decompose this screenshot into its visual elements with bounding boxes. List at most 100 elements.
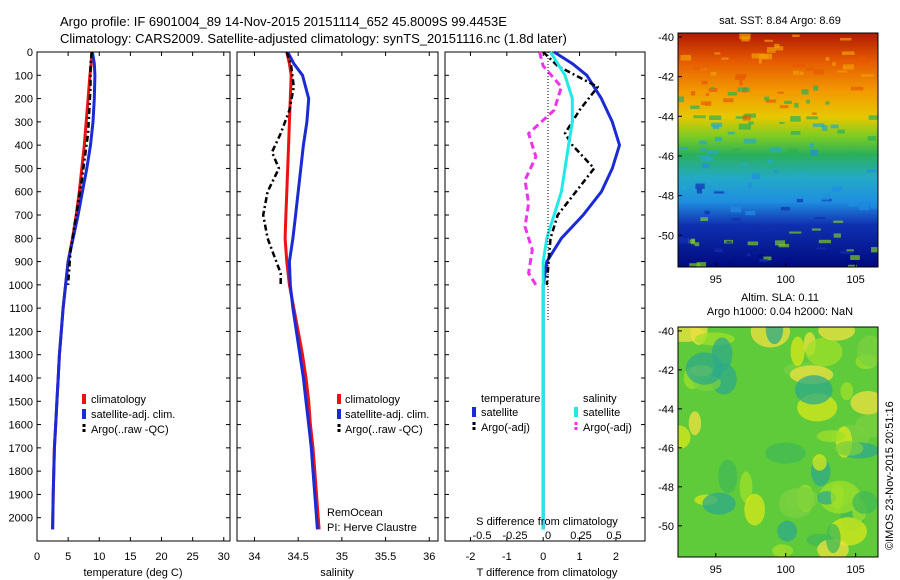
y-tick-label: 1600 [9,420,33,432]
y-tick-label: 1400 [9,373,33,385]
series-line [66,51,94,285]
sla-map-subtitle: Argo h1000: 0.04 h2000: NaN [707,306,853,318]
legend-swatch-climatology [337,394,341,404]
y-tick-label: 400 [15,140,33,152]
series-line [286,51,319,530]
map-y-tick-label: -44 [658,111,674,123]
x-tick-label: 0 [34,551,40,563]
y-tick-label: 900 [15,257,33,269]
y-tick-label: 600 [15,187,33,199]
map-x-tick-label: 95 [710,274,722,286]
top-tick-label: -0.25 [502,530,527,542]
sst-map-frame [677,32,879,268]
y-tick-label: 1700 [9,443,33,455]
sla-map-ticks: 95 100 105 -40 -42 -44 -46 -48 -50 [658,326,865,576]
x-tick-label: 10 [93,551,105,563]
temperature-panel [36,51,231,542]
header-line-2: Climatology: CARS2009. Satellite-adjuste… [60,31,567,46]
x-tick-label: 20 [155,551,167,563]
top-tick-label: 0.5 [606,530,621,542]
legend-label: Argo(..raw -QC) [91,424,169,436]
y-tick-label: 1500 [9,396,33,408]
y-tick-label: 2000 [9,513,33,525]
sla-map-image [678,327,878,557]
x-tick-label: 0 [540,551,546,563]
map-x-tick-label: 100 [777,274,795,286]
annotation-pi: PI: Herve Claustre [327,522,417,534]
salinity-xlabel: salinity [320,567,354,579]
difference-top-ticks: -0.5 -0.25 0 0.25 0.5 [473,530,622,542]
map-y-tick-label: -46 [658,443,674,455]
legend-swatch-satellite [82,409,86,419]
y-tick-label: 1100 [9,303,33,315]
map-y-tick-label: -50 [658,230,674,242]
series-line [542,51,599,285]
legend-swatch-satellite [337,409,341,419]
legend-swatch-sal-satellite [574,407,578,417]
legend-label: satellite [583,407,620,419]
map-y-tick-label: -48 [658,482,674,494]
y-tick-label: 800 [15,233,33,245]
x-tick-label: 25 [187,551,199,563]
salinity-panel [236,51,439,542]
x-tick-label: 2 [613,551,619,563]
y-tick-label: 1000 [9,280,33,292]
x-tick-label: 36 [423,551,435,563]
legend-label: Argo(..raw -QC) [345,424,423,436]
sst-map-image [678,33,878,267]
y-tick-label: 1300 [9,350,33,362]
map-y-tick-label: -42 [658,72,674,84]
profile-lines [51,50,621,530]
difference-top-xlabel: S difference from climatology [476,516,618,528]
series-line [261,51,296,285]
header-line-1: Argo profile: IF 6901004_89 14-Nov-2015 … [60,14,507,29]
map-x-tick-label: 105 [846,274,864,286]
y-tick-label: 1200 [9,326,33,338]
annotation-remocean: RemOcean [327,507,383,519]
x-tick-label: 30 [218,551,230,563]
series-line [51,51,97,530]
legend-label: climatology [91,394,147,406]
temperature-xlabel: temperature (deg C) [83,567,182,579]
map-y-tick-label: -50 [658,521,674,533]
x-tick-label: 5 [65,551,71,563]
top-tick-label: 0.25 [570,530,591,542]
sla-map-frame [677,326,879,558]
sst-map-title: sat. SST: 8.84 Argo: 8.69 [719,15,841,27]
map-y-tick-label: -48 [658,191,674,203]
axis-ticks: 0 5 10 15 20 25 300100200300400500600700800900… [9,47,645,563]
salinity-legend: climatology satellite-adj. clim. Argo(..… [327,394,429,534]
map-y-tick-label: -44 [658,404,674,416]
map-y-tick-label: -46 [658,151,674,163]
x-tick-label: 1 [576,551,582,563]
map-y-tick-label: -42 [658,365,674,377]
y-tick-label: 700 [15,210,33,222]
difference-panel [444,51,646,542]
x-tick-label: 34.5 [287,551,308,563]
legend-header-temperature: temperature [481,393,540,405]
series-line [541,50,621,530]
y-tick-label: 300 [15,117,33,129]
map-x-tick-label: 105 [846,564,864,576]
x-tick-label: -1 [502,551,512,563]
y-tick-label: 1800 [9,466,33,478]
series-line [541,51,574,530]
y-tick-label: 200 [15,94,33,106]
y-tick-label: 100 [15,70,33,82]
map-y-tick-label: -40 [658,32,674,44]
legend-label: climatology [345,394,401,406]
difference-legend: temperature salinity satellite Argo(-adj… [472,393,632,434]
y-tick-label: 0 [27,47,33,59]
y-tick-label: 1900 [9,489,33,501]
legend-label: Argo(-adj) [583,422,632,434]
legend-label: satellite-adj. clim. [345,409,429,421]
x-tick-label: 34 [248,551,260,563]
legend-swatch-temp-satellite [472,407,476,417]
top-tick-label: 0 [545,530,551,542]
x-tick-label: 35 [336,551,348,563]
y-tick-label: 500 [15,163,33,175]
legend-label: satellite-adj. clim. [91,409,175,421]
series-line [51,51,94,530]
legend-swatch-climatology [82,394,86,404]
